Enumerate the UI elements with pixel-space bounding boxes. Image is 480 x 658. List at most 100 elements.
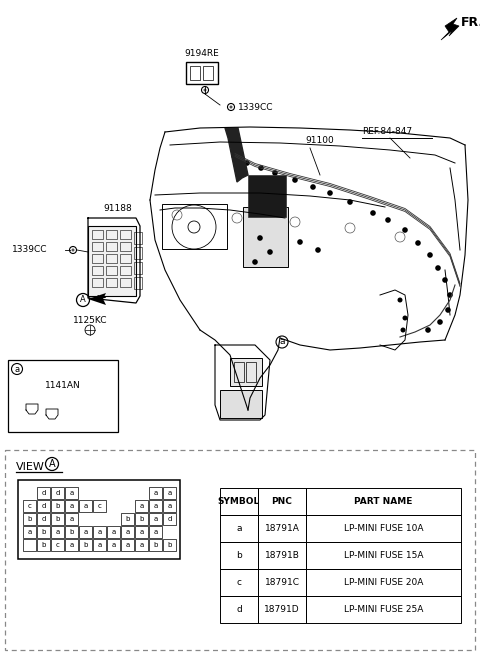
Circle shape xyxy=(202,86,208,93)
Circle shape xyxy=(46,457,59,470)
Bar xyxy=(92,254,103,263)
Bar xyxy=(106,242,117,251)
Bar xyxy=(5,450,475,650)
Circle shape xyxy=(244,160,250,166)
Circle shape xyxy=(315,247,321,253)
Bar xyxy=(203,66,213,80)
Bar xyxy=(306,488,461,515)
Bar xyxy=(134,262,142,274)
Circle shape xyxy=(425,327,431,333)
Bar xyxy=(220,390,262,418)
Text: a: a xyxy=(84,529,88,535)
Bar xyxy=(134,247,142,259)
Circle shape xyxy=(72,249,74,251)
Bar xyxy=(149,487,162,499)
Bar xyxy=(23,500,36,512)
Bar xyxy=(149,539,162,551)
Text: d: d xyxy=(55,490,60,496)
Bar xyxy=(163,513,176,525)
Bar xyxy=(163,539,176,551)
Text: a: a xyxy=(139,529,144,535)
Bar xyxy=(149,526,162,538)
Bar xyxy=(88,226,136,296)
Bar xyxy=(93,500,106,512)
Text: c: c xyxy=(97,503,101,509)
Bar xyxy=(65,526,78,538)
Bar xyxy=(106,266,117,275)
Bar xyxy=(65,513,78,525)
Bar xyxy=(51,539,64,551)
Text: LP-MINI FUSE 20A: LP-MINI FUSE 20A xyxy=(344,578,423,587)
Bar xyxy=(121,539,134,551)
Bar xyxy=(220,515,258,542)
Text: a: a xyxy=(168,490,172,496)
Bar xyxy=(65,487,78,499)
Bar xyxy=(220,542,258,569)
Bar xyxy=(135,500,148,512)
Circle shape xyxy=(437,319,443,325)
Text: c: c xyxy=(56,542,60,548)
Text: a: a xyxy=(70,542,73,548)
Bar xyxy=(306,515,461,542)
Circle shape xyxy=(204,88,206,91)
Bar xyxy=(220,488,258,515)
Text: PNC: PNC xyxy=(272,497,292,506)
Circle shape xyxy=(400,328,406,332)
Text: b: b xyxy=(69,529,74,535)
Bar xyxy=(246,362,256,382)
Bar xyxy=(8,360,118,432)
Text: a: a xyxy=(84,503,88,509)
Circle shape xyxy=(276,336,288,348)
Text: a: a xyxy=(139,503,144,509)
Text: c: c xyxy=(237,578,241,587)
Circle shape xyxy=(442,277,448,283)
Circle shape xyxy=(257,235,263,241)
Bar xyxy=(258,515,306,542)
Bar xyxy=(230,358,262,386)
Bar xyxy=(121,526,134,538)
Text: 1339CC: 1339CC xyxy=(238,103,274,111)
Text: a: a xyxy=(70,503,73,509)
Bar xyxy=(23,526,36,538)
Text: a: a xyxy=(154,516,157,522)
Text: b: b xyxy=(139,516,144,522)
Text: a: a xyxy=(154,490,157,496)
Bar xyxy=(37,513,50,525)
Circle shape xyxy=(445,307,451,313)
Circle shape xyxy=(228,103,235,111)
Bar xyxy=(258,596,306,623)
Text: b: b xyxy=(41,542,46,548)
Bar xyxy=(306,542,461,569)
Circle shape xyxy=(385,217,391,223)
Bar xyxy=(79,500,92,512)
Text: d: d xyxy=(41,503,46,509)
Bar xyxy=(120,266,131,275)
Circle shape xyxy=(292,177,298,183)
Text: a: a xyxy=(27,529,32,535)
Text: REF.84-847: REF.84-847 xyxy=(362,127,412,136)
Text: b: b xyxy=(236,551,242,560)
Text: b: b xyxy=(55,503,60,509)
Text: 91188: 91188 xyxy=(104,204,132,213)
Bar xyxy=(107,539,120,551)
Bar xyxy=(135,513,148,525)
Bar xyxy=(37,487,50,499)
Text: A: A xyxy=(48,459,55,469)
Circle shape xyxy=(76,293,89,307)
Circle shape xyxy=(347,199,353,205)
Text: b: b xyxy=(84,542,88,548)
Bar xyxy=(135,526,148,538)
Circle shape xyxy=(370,210,376,216)
Bar xyxy=(65,500,78,512)
Text: A: A xyxy=(80,295,86,305)
Circle shape xyxy=(447,292,453,298)
Circle shape xyxy=(402,227,408,233)
Text: 18791B: 18791B xyxy=(264,551,300,560)
Bar xyxy=(79,539,92,551)
Bar xyxy=(37,539,50,551)
Text: 1125KC: 1125KC xyxy=(73,316,107,325)
Bar xyxy=(163,500,176,512)
Bar xyxy=(134,277,142,289)
Bar xyxy=(258,542,306,569)
Text: b: b xyxy=(168,542,172,548)
